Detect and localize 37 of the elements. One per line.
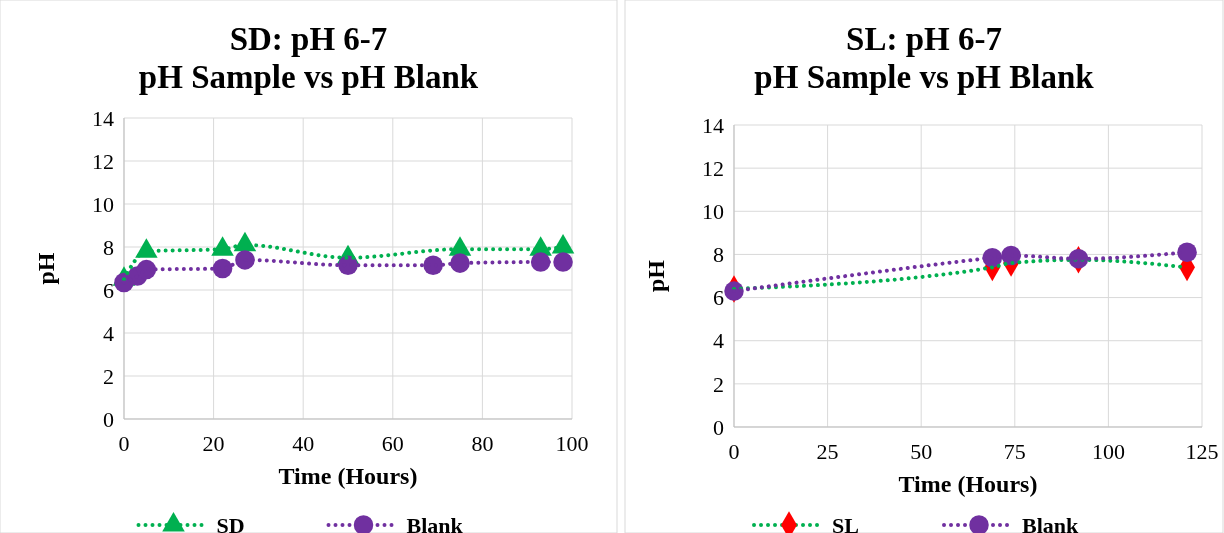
x-tick-label: 100 — [1091, 439, 1125, 464]
x-tick-label: 40 — [292, 431, 315, 456]
y-tick-label: 12 — [92, 148, 114, 174]
x-tick-label: 100 — [555, 431, 589, 456]
y-tick-label: 8 — [713, 242, 724, 268]
legend-label: Blank — [1022, 512, 1080, 533]
y-tick-label: 6 — [103, 277, 114, 303]
x-tick-label: 80 — [471, 431, 494, 456]
chart-title: SD: pH 6-7 pH Sample vs pH Blank — [138, 21, 479, 95]
x-tick-label: 20 — [202, 431, 225, 456]
y-tick-label: 0 — [713, 414, 724, 440]
y-tick-label: 12 — [702, 155, 724, 181]
chart-title: SL: pH 6-7 pH Sample vs pH Blank — [754, 21, 1095, 95]
x-tick-label: 75 — [1003, 439, 1026, 464]
y-tick-label: 6 — [713, 285, 724, 311]
legend-label: SD — [216, 512, 245, 533]
point — [1177, 242, 1197, 263]
y-tick-label: 2 — [713, 371, 724, 397]
y-tick-label: 4 — [713, 328, 724, 354]
x-tick-label: 125 — [1185, 439, 1219, 464]
y-tick-label: 10 — [92, 191, 114, 217]
y-tick-label: 10 — [702, 198, 724, 224]
x-axis-title: Time (Hours) — [278, 463, 418, 489]
y-tick-label: 4 — [103, 320, 114, 346]
x-tick-label: 60 — [381, 431, 404, 456]
y-axis-title: pH — [33, 252, 59, 285]
y-tick-label: 14 — [702, 112, 724, 138]
y-tick-label: 14 — [92, 105, 114, 131]
y-tick-label: 8 — [103, 234, 114, 260]
y-axis-title: pH — [643, 259, 669, 293]
legend-label: SL — [832, 512, 859, 533]
y-tick-label: 2 — [103, 363, 114, 389]
y-tick-label: 0 — [103, 406, 114, 432]
x-tick-label: 25 — [816, 439, 839, 464]
x-tick-label: 50 — [910, 439, 933, 464]
x-axis-title: Time (Hours) — [898, 471, 1038, 497]
legend-label: Blank — [406, 512, 464, 533]
